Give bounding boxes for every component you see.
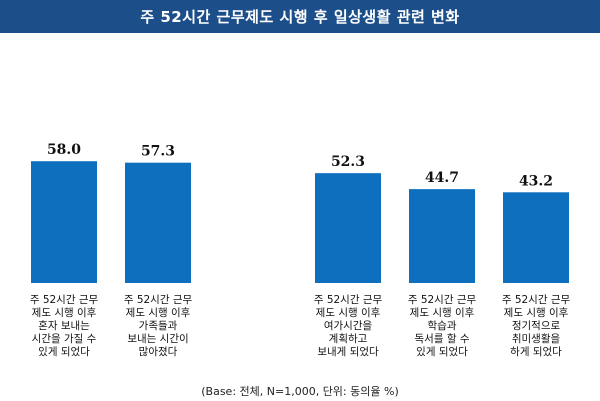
category-label-3: 주 52시간 근무 제도 시행 이후 여가시간을 계획하고 보내게 되었다	[313, 294, 383, 358]
chart-title: 주 52시간 근무제도 시행 후 일상생활 관련 변화	[140, 8, 460, 26]
value-label-2: 57.3	[141, 144, 175, 160]
bar-1	[31, 161, 97, 283]
footnote: (Base: 전체, N=1,000, 단위: 동의율 %)	[201, 385, 399, 398]
bar-2	[125, 162, 191, 283]
value-label-5: 43.2	[519, 173, 553, 189]
bar-4	[409, 189, 475, 283]
chart-title-bar: 주 52시간 근무제도 시행 후 일상생활 관련 변화	[0, 0, 600, 33]
bar-chart: 58.0 57.3 52.3 44.7 43.2	[31, 142, 569, 283]
category-label-2: 주 52시간 근무 제도 시행 이후 가족들과 보내는 시간이 많아졌다	[123, 294, 193, 358]
value-label-4: 44.7	[425, 170, 459, 186]
bar-5	[503, 192, 569, 283]
category-label-4: 주 52시간 근무 제도 시행 이후 학습과 독서를 할 수 있게 되었다	[407, 294, 477, 358]
bar-3	[315, 173, 381, 283]
value-label-3: 52.3	[331, 154, 365, 170]
value-label-1: 58.0	[47, 142, 81, 158]
category-label-1: 주 52시간 근무 제도 시행 이후 혼자 보내는 시간을 가질 수 있게 되었…	[29, 294, 99, 358]
category-label-5: 주 52시간 근무 제도 시행 이후 정기적으로 취미생활을 하게 되었다	[501, 294, 571, 358]
